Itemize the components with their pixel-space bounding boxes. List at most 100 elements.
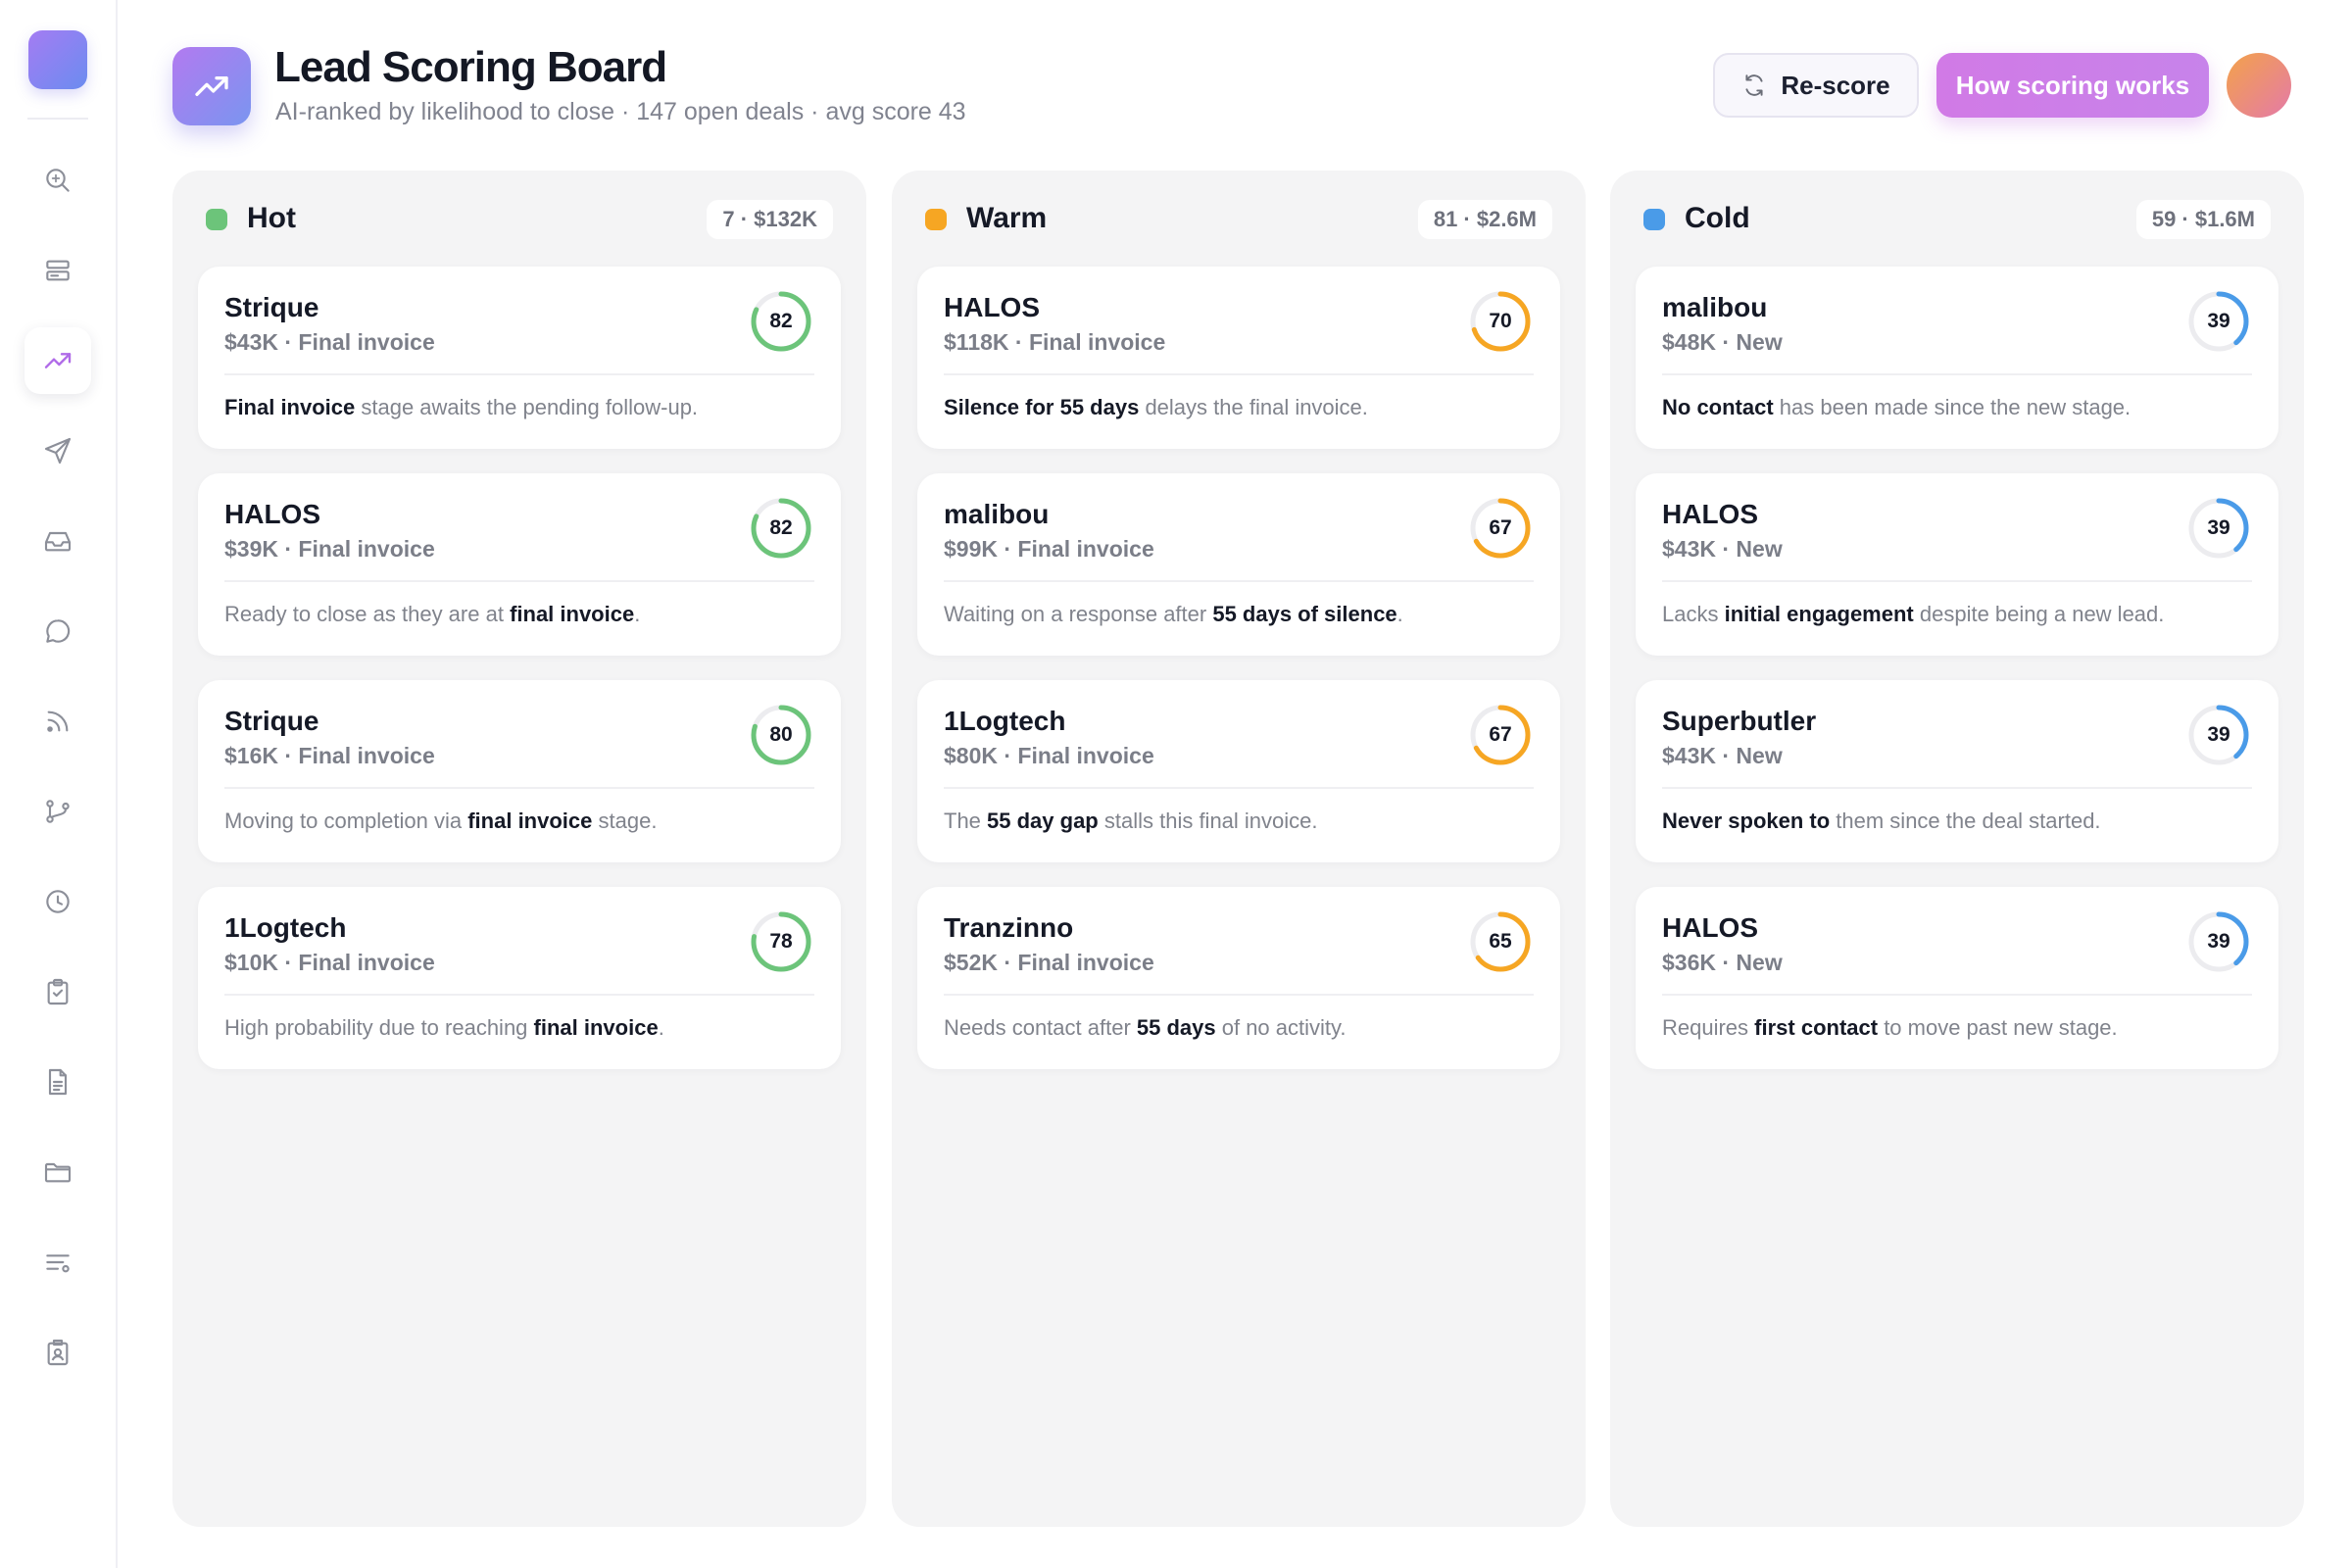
score-ring-graphic [2188, 705, 2249, 765]
card-list: HALOS $118K · Final invoice 70 Silence for … [917, 267, 1560, 1094]
reason-text: The [944, 808, 988, 833]
sidebar-item-feed[interactable] [24, 688, 91, 755]
sidebar-item-history[interactable] [24, 868, 91, 935]
score-value: 39 [2207, 516, 2230, 539]
lead-value-stage: $16K · Final invoice [224, 743, 435, 768]
reason-text: High probability due to reaching [224, 1015, 534, 1040]
lead-value-stage: $43K · New [1662, 536, 1783, 562]
trending-icon [44, 353, 72, 368]
reason-text: Requires [1662, 1015, 1755, 1040]
sidebar-item-campaigns[interactable] [24, 417, 91, 484]
clock-icon [46, 890, 70, 913]
lead-card[interactable]: HALOS $39K · Final invoice 82 Ready to clos… [198, 473, 841, 656]
score-value: 67 [1489, 723, 1512, 746]
lead-name: HALOS [944, 292, 1040, 322]
app-logo[interactable] [28, 30, 87, 89]
lead-name: Strique [224, 292, 319, 322]
score-ring-graphic [751, 498, 811, 559]
reason-text: . [634, 602, 641, 626]
column-warm: Warm 81 · $2.6M HALOS $118K · Final invoice… [892, 171, 1586, 1527]
rescore-button[interactable]: Re-score [1713, 53, 1919, 118]
lead-card[interactable]: 1Logtech $80K · Final invoice 67 The 55 day… [917, 680, 1560, 862]
page-subtitle: AI-ranked by likelihood to close · 147 o… [275, 98, 966, 125]
score-ring: 39 [2185, 702, 2252, 768]
sidebar [0, 0, 118, 1568]
card-divider [224, 787, 814, 789]
reason-text: Needs contact after [944, 1015, 1137, 1040]
card-divider [1662, 994, 2252, 996]
lead-card[interactable]: Strique $16K · Final invoice 80 Moving to c… [198, 680, 841, 862]
score-ring-graphic [1470, 705, 1531, 765]
score-value: 78 [769, 930, 793, 953]
lead-reason: Waiting on a response after 55 days of s… [944, 602, 1403, 627]
lead-name: HALOS [224, 499, 320, 529]
lead-card[interactable]: malibou $99K · Final invoice 67 Waiting on … [917, 473, 1560, 656]
lead-card[interactable]: malibou $48K · New 39 No contact has been m… [1636, 267, 2278, 449]
card-list: malibou $48K · New 39 No contact has been m… [1636, 267, 2278, 1094]
sidebar-item-cards[interactable] [24, 237, 91, 304]
reason-text: stalls this final invoice. [1098, 808, 1318, 833]
sidebar-item-workflows[interactable] [24, 778, 91, 845]
lead-card[interactable]: HALOS $118K · Final invoice 70 Silence for … [917, 267, 1560, 449]
reason-text: stage awaits the pending follow-up. [355, 395, 699, 419]
column-status-dot [206, 209, 227, 230]
sidebar-item-contacts[interactable] [24, 1319, 91, 1386]
reason-text: . [658, 1015, 664, 1040]
reason-text: them since the deal started. [1830, 808, 2101, 833]
reason-highlight: final invoice [510, 602, 635, 626]
reason-highlight: 55 days [1136, 1015, 1216, 1040]
score-ring: 67 [1467, 495, 1534, 562]
filter-list-icon [46, 1254, 70, 1273]
column-count-badge: 81 · $2.6M [1417, 200, 1552, 239]
card-divider [1662, 787, 2252, 789]
lead-reason: High probability due to reaching final i… [224, 1015, 664, 1041]
score-ring-graphic [1470, 291, 1531, 352]
reason-text: . [1396, 602, 1403, 626]
score-value: 80 [769, 723, 793, 746]
column-title: Warm [966, 202, 1048, 234]
lead-reason: Never spoken to them since the deal star… [1662, 808, 2101, 834]
branch-icon [46, 800, 70, 823]
sidebar-item-tasks[interactable] [24, 958, 91, 1025]
sidebar-item-filters[interactable] [24, 1229, 91, 1296]
column-cold: Cold 59 · $1.6M malibou $48K · New 39 No cont… [1610, 171, 2304, 1527]
lead-card[interactable]: HALOS $43K · New 39 Lacks initial engagemen… [1636, 473, 2278, 656]
card-divider [1662, 580, 2252, 582]
avatar[interactable] [2227, 53, 2291, 118]
score-ring-graphic [751, 911, 811, 972]
lead-card[interactable]: HALOS $36K · New 39 Requires first contact … [1636, 887, 2278, 1069]
document-icon [48, 1068, 68, 1096]
sidebar-item-documents[interactable] [24, 1049, 91, 1115]
card-divider [944, 994, 1534, 996]
lead-value-stage: $39K · Final invoice [224, 536, 435, 562]
score-value: 70 [1489, 310, 1512, 332]
how-scoring-works-button[interactable]: How scoring works [1936, 53, 2209, 118]
lead-value-stage: $80K · Final invoice [944, 743, 1154, 768]
lead-reason: Ready to close as they are at final invo… [224, 602, 640, 627]
lead-card[interactable]: 1Logtech $10K · Final invoice 78 High proba… [198, 887, 841, 1069]
card-divider [944, 787, 1534, 789]
column-header: Cold 59 · $1.6M [1610, 171, 2304, 269]
column-status-dot [1643, 209, 1665, 230]
reason-highlight: No contact [1662, 395, 1774, 419]
reason-text: of no activity. [1215, 1015, 1347, 1040]
score-ring: 70 [1467, 288, 1534, 355]
lead-value-stage: $43K · New [1662, 743, 1783, 768]
score-ring: 80 [748, 702, 814, 768]
lead-reason: Moving to completion via final invoice s… [224, 808, 657, 834]
sidebar-item-search[interactable] [24, 147, 91, 214]
score-value: 82 [769, 310, 793, 332]
contact-card-icon [47, 1339, 69, 1366]
lead-value-stage: $48K · New [1662, 329, 1783, 355]
score-ring-graphic [2188, 911, 2249, 972]
lead-card[interactable]: Strique $43K · Final invoice 82 Final invoi… [198, 267, 841, 449]
card-divider [944, 580, 1534, 582]
lead-card[interactable]: Tranzinno $52K · Final invoice 65 Needs con… [917, 887, 1560, 1069]
sidebar-item-files[interactable] [24, 1139, 91, 1205]
reason-highlight: Never spoken to [1662, 808, 1831, 833]
sidebar-item-messages[interactable] [24, 598, 91, 664]
lead-card[interactable]: Superbutler $43K · New 39 Never spoken to t… [1636, 680, 2278, 862]
lead-reason: Silence for 55 days delays the final inv… [944, 395, 1368, 420]
sidebar-item-inbox[interactable] [24, 508, 91, 574]
sidebar-item-scoring[interactable] [24, 327, 91, 394]
